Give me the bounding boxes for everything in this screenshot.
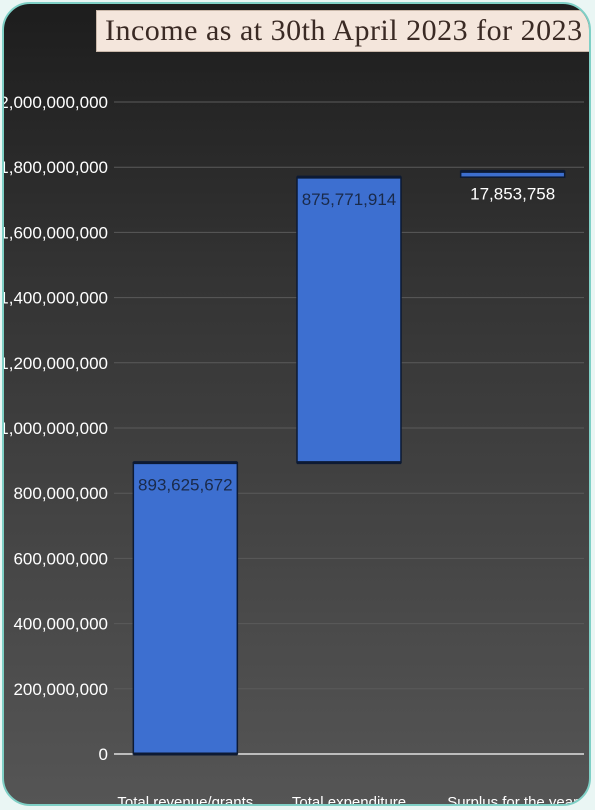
x-axis: Total revenue/grants Total expenditure Sur…	[117, 794, 578, 806]
y-tick-label: 2,000,000,000	[4, 93, 108, 112]
x-tick-label: Total revenue/grants	[117, 794, 253, 806]
bar	[296, 176, 402, 464]
y-tick-label: 1,200,000,000	[4, 354, 108, 373]
data-label: 875,771,914	[302, 190, 397, 209]
data-label: 17,853,758	[470, 184, 555, 203]
y-tick-label: 200,000,000	[13, 680, 108, 699]
data-label: 893,625,672	[138, 476, 233, 495]
y-tick-label: 0	[99, 745, 108, 764]
bar	[132, 461, 239, 755]
y-tick-label: 800,000,000	[13, 484, 108, 503]
chart-svg: 0 200,000,000 400,000,000 600,000,000 800,00…	[4, 93, 584, 806]
x-tick-label: Total expenditure	[292, 794, 406, 806]
y-tick-label: 1,000,000,000	[4, 419, 108, 438]
bars	[132, 169, 566, 756]
x-tick-label: Surplus for the year	[447, 794, 578, 806]
y-tick-label: 400,000,000	[13, 615, 108, 634]
y-tick-label: 1,800,000,000	[4, 158, 108, 177]
y-tick-label: 1,600,000,000	[4, 223, 108, 242]
chart-title: Income as at 30th April 2023 for 2023	[105, 14, 583, 47]
y-axis: 0 200,000,000 400,000,000 600,000,000 800,00…	[4, 93, 584, 764]
y-tick-label: 1,400,000,000	[4, 289, 108, 308]
data-labels: 893,625,672 875,771,914 17,853,758	[138, 184, 555, 494]
chart-title-box: Income as at 30th April 2023 for 2023	[96, 10, 589, 52]
y-tick-label: 600,000,000	[13, 549, 108, 568]
